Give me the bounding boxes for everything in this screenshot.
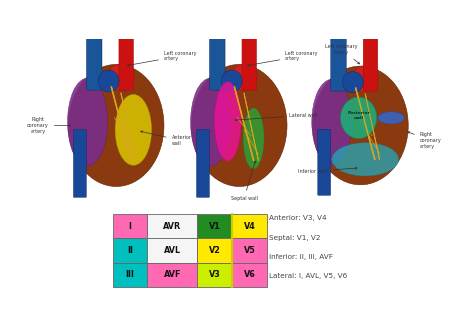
FancyBboxPatch shape bbox=[242, 34, 256, 90]
FancyBboxPatch shape bbox=[318, 129, 331, 195]
FancyBboxPatch shape bbox=[86, 28, 102, 90]
Ellipse shape bbox=[231, 64, 257, 91]
Bar bbox=[112, 214, 147, 239]
Ellipse shape bbox=[312, 79, 352, 165]
FancyBboxPatch shape bbox=[331, 31, 346, 91]
Bar bbox=[147, 239, 197, 263]
Text: Lateral wall: Lateral wall bbox=[235, 113, 318, 121]
Bar bbox=[147, 214, 197, 239]
Text: V5: V5 bbox=[244, 246, 255, 255]
Bar bbox=[112, 239, 147, 263]
Ellipse shape bbox=[332, 143, 399, 176]
Ellipse shape bbox=[340, 97, 377, 138]
Ellipse shape bbox=[243, 108, 264, 169]
Text: Posterior
wall: Posterior wall bbox=[347, 111, 370, 120]
Bar bbox=[232, 239, 267, 263]
Text: Anterior
wall: Anterior wall bbox=[141, 131, 191, 146]
Text: AVF: AVF bbox=[164, 270, 181, 279]
Text: Lateral: I, AVL, V5, V6: Lateral: I, AVL, V5, V6 bbox=[269, 273, 347, 279]
Bar bbox=[197, 263, 232, 287]
Bar bbox=[147, 263, 197, 287]
Text: V3: V3 bbox=[209, 270, 220, 279]
Text: Right
coronary
artery: Right coronary artery bbox=[408, 132, 441, 149]
FancyBboxPatch shape bbox=[197, 130, 210, 197]
Text: V4: V4 bbox=[244, 222, 255, 231]
Text: Septal wall: Septal wall bbox=[230, 161, 257, 201]
Circle shape bbox=[378, 112, 404, 124]
Text: Right
coronary
artery: Right coronary artery bbox=[27, 117, 71, 134]
FancyBboxPatch shape bbox=[210, 28, 225, 90]
Ellipse shape bbox=[115, 95, 152, 165]
Text: Left coronary
artery: Left coronary artery bbox=[247, 51, 318, 66]
Ellipse shape bbox=[191, 78, 231, 166]
Text: Septal: V1, V2: Septal: V1, V2 bbox=[269, 235, 320, 240]
Text: V1: V1 bbox=[209, 222, 220, 231]
Ellipse shape bbox=[214, 82, 241, 161]
Bar bbox=[112, 263, 147, 287]
Bar bbox=[232, 214, 267, 239]
Text: III: III bbox=[126, 270, 135, 279]
Bar bbox=[197, 239, 232, 263]
Bar bbox=[197, 214, 232, 239]
Ellipse shape bbox=[191, 64, 287, 187]
Ellipse shape bbox=[221, 70, 242, 92]
Text: Inferior wall: Inferior wall bbox=[299, 167, 357, 174]
Text: Inferior: II, III, AVF: Inferior: II, III, AVF bbox=[269, 254, 333, 260]
FancyBboxPatch shape bbox=[363, 37, 378, 91]
FancyBboxPatch shape bbox=[73, 130, 86, 197]
Text: II: II bbox=[127, 246, 133, 255]
Ellipse shape bbox=[352, 66, 379, 92]
Text: Left coronary
artery: Left coronary artery bbox=[128, 51, 196, 66]
Ellipse shape bbox=[68, 64, 164, 187]
Ellipse shape bbox=[67, 78, 108, 166]
Text: AVR: AVR bbox=[163, 222, 181, 231]
Text: V2: V2 bbox=[209, 246, 220, 255]
FancyBboxPatch shape bbox=[119, 34, 134, 90]
Ellipse shape bbox=[342, 72, 364, 93]
Ellipse shape bbox=[98, 70, 119, 92]
Text: V6: V6 bbox=[244, 270, 255, 279]
Text: Left coronary
artery: Left coronary artery bbox=[325, 44, 360, 64]
Bar bbox=[232, 263, 267, 287]
Text: I: I bbox=[128, 222, 131, 231]
Ellipse shape bbox=[313, 66, 408, 185]
Text: AVL: AVL bbox=[164, 246, 181, 255]
Ellipse shape bbox=[108, 64, 134, 91]
Text: Anterior: V3, V4: Anterior: V3, V4 bbox=[269, 215, 326, 221]
